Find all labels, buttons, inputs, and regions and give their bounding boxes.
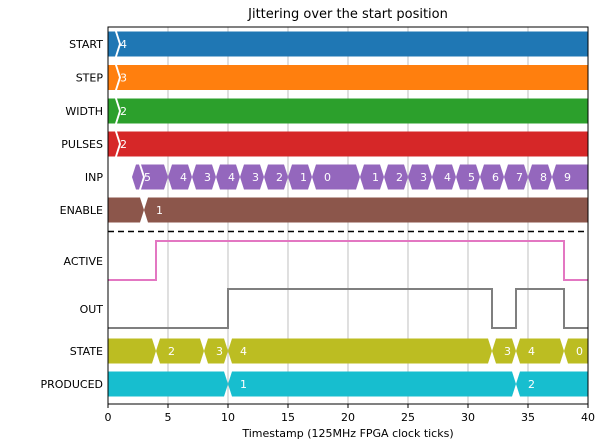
bus-segment [288, 164, 312, 190]
bus-segment [144, 197, 588, 223]
x-axis-label: Timestamp (125MHz FPGA clock ticks) [241, 427, 453, 440]
x-tick-label: 30 [461, 411, 475, 424]
x-tick-label: 25 [401, 411, 415, 424]
bus-value: 5 [144, 171, 151, 184]
bus-value: 0 [324, 171, 331, 184]
bus-segment [240, 164, 264, 190]
bus-value: 8 [540, 171, 547, 184]
bus-segment [264, 164, 288, 190]
bus-value: 2 [276, 171, 283, 184]
signal-label: OUT [80, 303, 104, 316]
bus-segment [108, 98, 588, 124]
bit-waveform [108, 288, 588, 329]
bus-segment [108, 338, 156, 364]
bus-value: 3 [204, 171, 211, 184]
bus-value: 6 [492, 171, 499, 184]
bus-value: 3 [252, 171, 259, 184]
x-tick-label: 0 [105, 411, 112, 424]
bus-segment [312, 164, 360, 190]
bus-segment [108, 31, 588, 57]
bus-segment [516, 371, 588, 397]
bus-segment [192, 164, 216, 190]
bus-value: 9 [564, 171, 571, 184]
signal-label: WIDTH [65, 105, 103, 118]
bus-segment [492, 338, 516, 364]
bus-segment [156, 338, 204, 364]
x-tick-label: 10 [221, 411, 235, 424]
bus-transition [139, 164, 145, 190]
bus-value: 2 [528, 378, 535, 391]
bus-transition [115, 65, 121, 90]
bus-segment [408, 164, 432, 190]
x-axis: 0 5 10 15 20 25 30 35 40 [105, 404, 595, 424]
bus-value: 4 [180, 171, 187, 184]
signal-label: STEP [76, 72, 104, 85]
bus-transition [115, 131, 121, 157]
x-tick-label: 20 [341, 411, 355, 424]
bus-value: 2 [120, 138, 127, 151]
bus-value: 4 [240, 345, 247, 358]
bus-value: 4 [528, 345, 535, 358]
bus-transition [115, 31, 121, 57]
bus-value: 1 [156, 204, 163, 217]
signal-label: ENABLE [60, 204, 103, 217]
bus-segment [108, 65, 588, 90]
bus-segment [456, 164, 480, 190]
bus-value: 3 [504, 345, 511, 358]
signal-label: INP [85, 171, 103, 184]
bus-segment [204, 338, 228, 364]
x-tick-label: 5 [165, 411, 172, 424]
signal-label: STATE [70, 345, 103, 358]
bus-segment [168, 164, 192, 190]
signal-label: PRODUCED [40, 378, 103, 391]
bus-segment [552, 164, 588, 190]
bus-value: 2 [396, 171, 403, 184]
bus-segment [216, 164, 240, 190]
bit-waveform [108, 240, 588, 281]
bus-value: 4 [444, 171, 451, 184]
bus-value: 0 [576, 345, 583, 358]
bus-value: 1 [240, 378, 247, 391]
bus-value: 2 [168, 345, 175, 358]
bus-transition [115, 98, 121, 124]
bus-segment [504, 164, 528, 190]
bus-value: 3 [420, 171, 427, 184]
bus-segment [108, 371, 228, 397]
bus-value: 5 [468, 171, 475, 184]
bus-value: 4 [120, 38, 127, 51]
chart-title: Jittering over the start position [247, 7, 448, 22]
bus-segment [360, 164, 384, 190]
bus-segment [432, 164, 456, 190]
signal-label: START [69, 38, 103, 51]
bus-segment [384, 164, 408, 190]
bus-value: 7 [516, 171, 523, 184]
bus-segment [516, 338, 564, 364]
signal-labels: START STEP WIDTH PULSES INP ENABLE ACTIVE OUT ST… [40, 38, 103, 391]
bus-segment [108, 131, 588, 157]
signal-tracks: 4 3 2 2 5 4 3 4 3 2 1 0 1 2 3 4 5 6 7 8 9 1 2 3 4 3 4 0 1 2 [108, 31, 588, 397]
bus-value: 1 [372, 171, 379, 184]
signal-label: PULSES [61, 138, 103, 151]
bus-segment [564, 338, 588, 364]
bus-value: 3 [120, 72, 127, 85]
bus-value: 4 [228, 171, 235, 184]
x-tick-label: 15 [281, 411, 295, 424]
bus-segment [528, 164, 552, 190]
bus-segment [108, 197, 144, 223]
bus-value: 3 [216, 345, 223, 358]
x-tick-label: 35 [521, 411, 535, 424]
bus-segment [228, 338, 492, 364]
bus-value: 2 [120, 105, 127, 118]
signal-label: ACTIVE [64, 255, 104, 268]
bus-segment [480, 164, 504, 190]
bus-segment [228, 371, 516, 397]
x-tick-label: 40 [581, 411, 595, 424]
bus-value: 1 [300, 171, 307, 184]
